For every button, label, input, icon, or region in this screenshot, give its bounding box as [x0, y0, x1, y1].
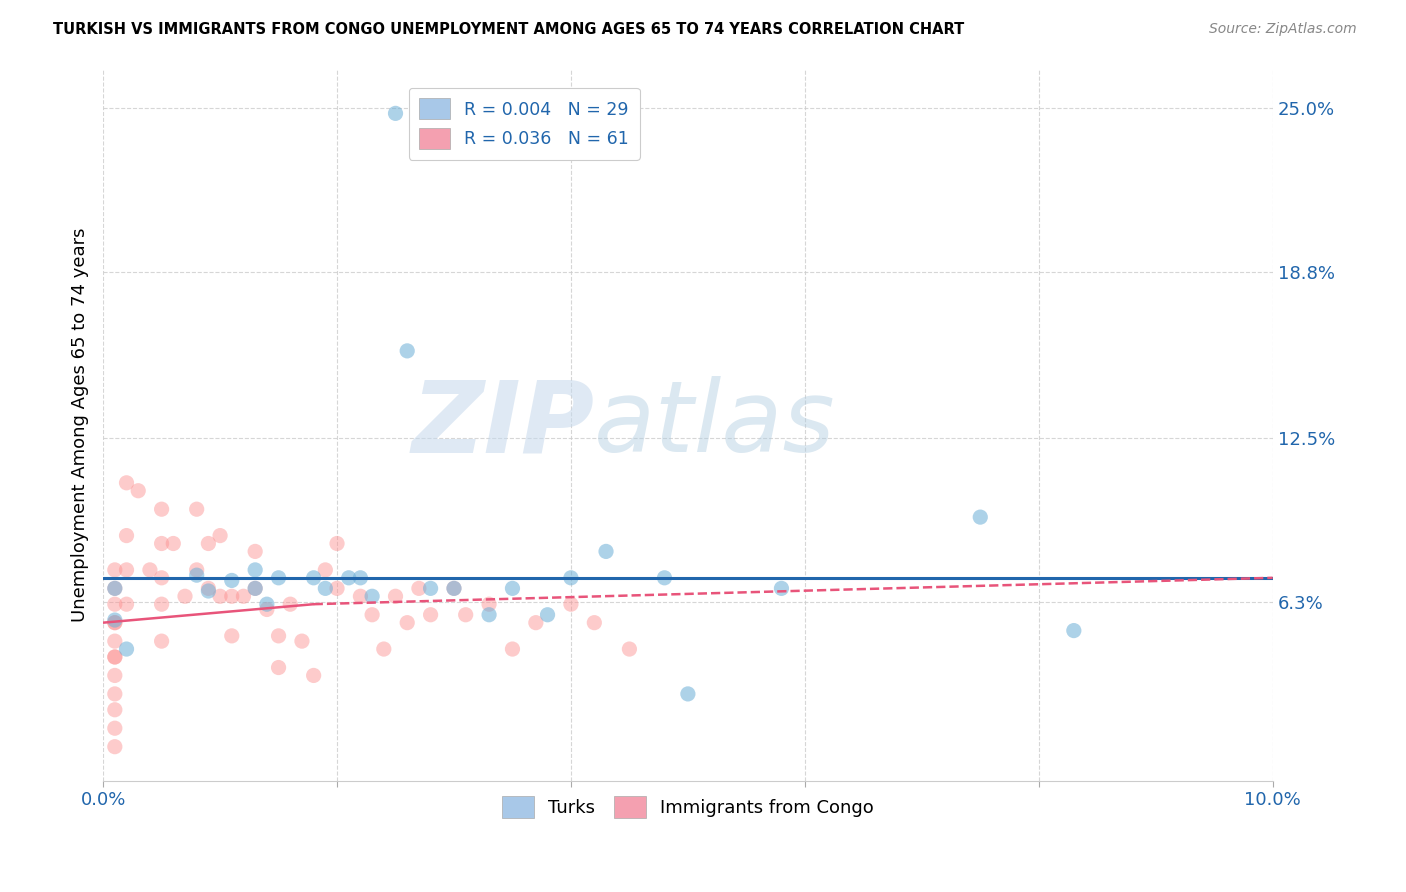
- Point: [583, 615, 606, 630]
- Point: [969, 510, 991, 524]
- Point: [267, 571, 290, 585]
- Point: [243, 582, 266, 596]
- Point: [104, 721, 127, 735]
- Point: [139, 563, 162, 577]
- Point: [104, 615, 127, 630]
- Point: [104, 615, 127, 630]
- Y-axis label: Unemployment Among Ages 65 to 74 years: Unemployment Among Ages 65 to 74 years: [72, 227, 89, 622]
- Text: Source: ZipAtlas.com: Source: ZipAtlas.com: [1209, 22, 1357, 37]
- Point: [104, 563, 127, 577]
- Point: [221, 574, 243, 588]
- Point: [221, 589, 243, 603]
- Point: [560, 571, 582, 585]
- Point: [501, 582, 523, 596]
- Point: [104, 739, 127, 754]
- Legend: Turks, Immigrants from Congo: Turks, Immigrants from Congo: [495, 789, 882, 825]
- Text: TURKISH VS IMMIGRANTS FROM CONGO UNEMPLOYMENT AMONG AGES 65 TO 74 YEARS CORRELAT: TURKISH VS IMMIGRANTS FROM CONGO UNEMPLO…: [53, 22, 965, 37]
- Point: [419, 607, 441, 622]
- Point: [150, 536, 173, 550]
- Point: [243, 544, 266, 558]
- Point: [186, 563, 208, 577]
- Point: [197, 584, 219, 599]
- Point: [174, 589, 197, 603]
- Point: [197, 536, 219, 550]
- Point: [104, 650, 127, 665]
- Point: [104, 582, 127, 596]
- Point: [104, 703, 127, 717]
- Point: [384, 106, 406, 120]
- Point: [314, 563, 336, 577]
- Point: [127, 483, 149, 498]
- Point: [243, 563, 266, 577]
- Point: [619, 642, 641, 657]
- Point: [104, 613, 127, 627]
- Point: [104, 687, 127, 701]
- Point: [267, 629, 290, 643]
- Point: [104, 634, 127, 648]
- Point: [162, 536, 184, 550]
- Point: [150, 571, 173, 585]
- Point: [115, 597, 138, 611]
- Point: [186, 568, 208, 582]
- Point: [150, 597, 173, 611]
- Point: [115, 528, 138, 542]
- Point: [104, 582, 127, 596]
- Point: [408, 582, 430, 596]
- Point: [326, 582, 349, 596]
- Point: [256, 597, 278, 611]
- Point: [197, 582, 219, 596]
- Text: ZIP: ZIP: [412, 376, 595, 474]
- Point: [501, 642, 523, 657]
- Point: [232, 589, 254, 603]
- Point: [209, 589, 232, 603]
- Point: [361, 589, 384, 603]
- Point: [560, 597, 582, 611]
- Point: [243, 582, 266, 596]
- Point: [115, 475, 138, 490]
- Point: [770, 582, 793, 596]
- Point: [443, 582, 465, 596]
- Point: [443, 582, 465, 596]
- Point: [396, 615, 419, 630]
- Point: [419, 582, 441, 596]
- Point: [337, 571, 360, 585]
- Point: [115, 642, 138, 657]
- Point: [115, 563, 138, 577]
- Point: [326, 536, 349, 550]
- Point: [654, 571, 676, 585]
- Point: [314, 582, 336, 596]
- Point: [361, 607, 384, 622]
- Point: [536, 607, 558, 622]
- Point: [291, 634, 314, 648]
- Point: [209, 528, 232, 542]
- Point: [524, 615, 547, 630]
- Point: [150, 502, 173, 516]
- Point: [104, 597, 127, 611]
- Point: [676, 687, 699, 701]
- Point: [150, 634, 173, 648]
- Point: [454, 607, 477, 622]
- Point: [302, 571, 325, 585]
- Point: [186, 502, 208, 516]
- Point: [595, 544, 617, 558]
- Point: [267, 660, 290, 674]
- Point: [104, 650, 127, 665]
- Point: [478, 597, 501, 611]
- Point: [396, 343, 419, 358]
- Point: [478, 607, 501, 622]
- Point: [384, 589, 406, 603]
- Point: [278, 597, 301, 611]
- Point: [256, 602, 278, 616]
- Point: [302, 668, 325, 682]
- Point: [221, 629, 243, 643]
- Text: atlas: atlas: [595, 376, 837, 474]
- Point: [349, 589, 371, 603]
- Point: [104, 668, 127, 682]
- Point: [349, 571, 371, 585]
- Point: [373, 642, 395, 657]
- Point: [1063, 624, 1085, 638]
